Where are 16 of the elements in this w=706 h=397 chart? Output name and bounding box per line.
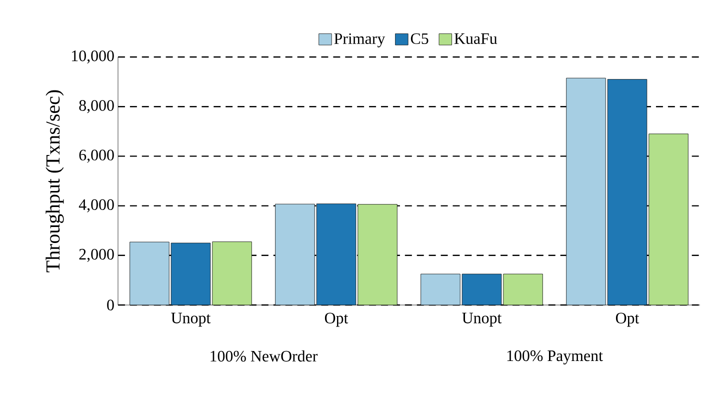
y-tick-label: 8,000: [79, 100, 114, 114]
text: 100% Payment: [507, 350, 603, 364]
text: 100% NewOrder: [210, 350, 318, 362]
x-tick-label: Opt: [616, 312, 640, 327]
x-tick-label: Unopt: [171, 312, 211, 327]
legend-label: Primary: [334, 33, 386, 48]
y-tick-label: 10,000: [72, 50, 114, 64]
x-tick-label: Unopt: [462, 312, 502, 327]
y-tick-label: 6,000: [79, 150, 114, 163]
y-tick-label: 0: [107, 300, 114, 310]
y-tick-label: 4,000: [78, 199, 114, 212]
y-axis-title: Throughput (Txns/sec): [46, 90, 64, 272]
legend-label: KuaFu: [454, 33, 498, 44]
x-tick-label: Opt: [324, 312, 348, 327]
y-tick-label: 2,000: [79, 248, 114, 262]
legend-label: C5: [410, 33, 428, 44]
